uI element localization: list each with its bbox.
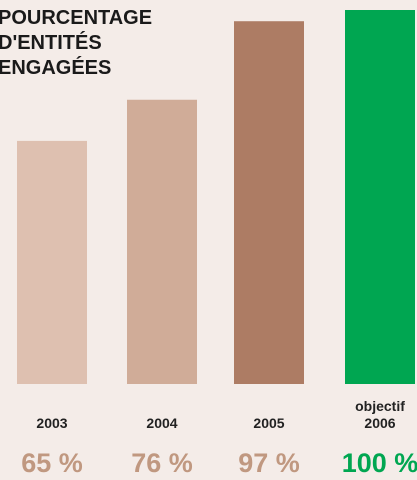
bar-2 xyxy=(127,99,197,384)
value-label-4: 100 % xyxy=(342,448,417,478)
category-label-4-line-2: 2006 xyxy=(364,415,395,431)
bar-3 xyxy=(234,21,304,384)
chart-title-line-3: ENGAGÉES xyxy=(0,56,111,79)
bar-1 xyxy=(17,140,87,384)
category-label-2: 2004 xyxy=(146,415,177,431)
category-label-4-line-1: objectif xyxy=(355,398,405,414)
category-label-1: 2003 xyxy=(36,415,67,431)
bar-4 xyxy=(345,10,415,384)
value-label-1: 65 % xyxy=(21,448,83,478)
chart-title-line-2: D'ENTITÉS xyxy=(0,31,102,54)
chart-title-line-1: POURCENTAGE xyxy=(0,7,152,29)
value-label-2: 76 % xyxy=(131,448,193,478)
value-label-3: 97 % xyxy=(238,448,300,478)
value-labels: 65 % 76 % 97 % 100 % xyxy=(21,448,417,478)
category-label-3: 2005 xyxy=(253,415,284,431)
bars xyxy=(17,10,415,384)
